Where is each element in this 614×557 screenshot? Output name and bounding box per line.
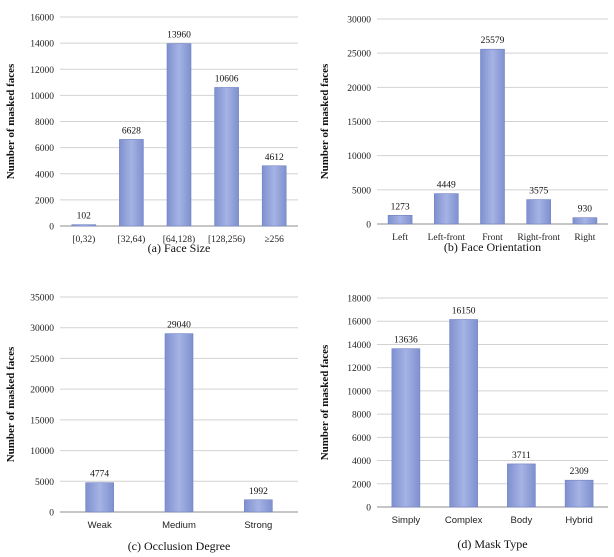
y-tick-label: 14000 — [30, 40, 54, 50]
bar-0 — [71, 224, 97, 227]
x-tick-label: Right-front — [517, 232, 560, 243]
x-tick-label: [0,32) — [72, 234, 95, 245]
y-tick-label: 5000 — [35, 478, 54, 488]
y-tick-label: 12000 — [30, 66, 54, 76]
y-tick-label: 0 — [49, 223, 54, 233]
data-label: 4612 — [265, 153, 284, 163]
data-label: 6628 — [122, 126, 141, 136]
y-tick-label: 6000 — [352, 434, 371, 444]
bar-1 — [164, 333, 194, 513]
data-label: 4449 — [437, 181, 456, 191]
x-tick-label: Left — [392, 232, 408, 243]
data-label: 25579 — [481, 36, 505, 46]
x-tick-label: Strong — [244, 520, 272, 531]
y-tick-label: 30000 — [30, 324, 54, 334]
bar-2 — [244, 499, 273, 513]
data-label: 930 — [578, 205, 593, 215]
x-tick-label: [64,128) — [163, 234, 195, 245]
y-tick-label: 10000 — [30, 92, 54, 102]
bar-4 — [572, 217, 598, 225]
y-tick-label: 0 — [366, 504, 371, 514]
y-tick-label: 15000 — [30, 416, 54, 426]
y-tick-label: 30000 — [347, 16, 371, 26]
bar-1 — [449, 319, 478, 508]
y-tick-label: 2000 — [35, 196, 54, 206]
y-axis-title: Number of masked faces — [319, 344, 331, 460]
y-axis-title: Number of masked faces — [319, 63, 331, 179]
x-tick-label: Weak — [88, 520, 112, 531]
data-label: 2309 — [570, 467, 589, 477]
data-label: 3575 — [529, 187, 548, 197]
chart-panel-4: 0 2000 4000 6000 8000 10000 12000 14000 16000 180… — [319, 295, 608, 551]
data-label: 1273 — [391, 202, 410, 212]
bar-0 — [391, 348, 421, 508]
data-label: 102 — [77, 212, 92, 222]
y-tick-label: 18000 — [347, 295, 371, 305]
x-tick-label: Right — [574, 233, 595, 243]
x-tick-label: Left-front — [428, 232, 466, 243]
x-tick-label: Body — [511, 515, 533, 526]
panel-caption: (d) Mask Type — [457, 537, 527, 551]
bar-2 — [507, 463, 536, 508]
y-tick-label: 10000 — [30, 447, 54, 457]
y-tick-label: 25000 — [347, 50, 371, 60]
chart-panel-2: 0 5000 10000 15000 20000 25000 30000 1273 Left 44… — [319, 16, 608, 254]
panel-caption: (c) Occlusion Degree — [128, 539, 231, 553]
data-label: 29040 — [167, 321, 191, 331]
x-tick-label: [32,64) — [118, 234, 146, 245]
y-tick-label: 4000 — [352, 457, 371, 467]
y-tick-label: 10000 — [347, 152, 371, 162]
data-label: 13636 — [394, 336, 418, 346]
x-tick-label: Hybrid — [565, 515, 592, 526]
y-tick-label: 20000 — [347, 84, 371, 94]
y-tick-label: 0 — [366, 221, 371, 231]
chart-panel-1: 0 2000 4000 6000 8000 10000 12000 14000 16000 102… — [5, 14, 298, 255]
y-axis-title: Number of masked faces — [5, 346, 17, 462]
data-label: 3711 — [512, 451, 531, 461]
y-tick-label: 5000 — [352, 186, 371, 196]
data-label: 4774 — [90, 470, 109, 480]
bar-3 — [214, 87, 239, 227]
y-tick-label: 8000 — [352, 411, 371, 421]
bar-2 — [480, 48, 505, 225]
bar-4 — [261, 165, 287, 227]
y-axis-title: Number of masked faces — [5, 63, 17, 179]
bar-3 — [564, 479, 594, 508]
data-label: 1992 — [249, 487, 268, 497]
bar-3 — [526, 199, 552, 225]
y-tick-label: 0 — [49, 509, 54, 519]
y-tick-label: 15000 — [347, 118, 371, 128]
y-tick-label: 2000 — [352, 480, 371, 490]
x-tick-label: Simply — [392, 515, 421, 526]
x-tick-label: Front — [482, 233, 503, 243]
y-tick-label: 8000 — [35, 118, 54, 128]
y-tick-label: 4000 — [35, 170, 54, 180]
y-tick-label: 35000 — [30, 294, 54, 304]
y-tick-label: 10000 — [347, 387, 371, 397]
y-tick-label: 6000 — [35, 144, 54, 154]
panel-caption: (a) Face Size — [148, 241, 211, 255]
bar-1 — [433, 193, 459, 225]
data-label: 13960 — [167, 31, 191, 41]
data-label: 10606 — [215, 74, 239, 84]
y-tick-label: 16000 — [30, 14, 54, 24]
y-tick-label: 12000 — [347, 364, 371, 374]
bar-0 — [85, 482, 114, 513]
bar-1 — [119, 139, 144, 227]
x-tick-label: Medium — [162, 520, 196, 531]
panel-caption: (b) Face Orientation — [444, 240, 541, 254]
y-tick-label: 14000 — [347, 341, 371, 351]
x-tick-label: [128,256) — [208, 234, 245, 245]
x-tick-label: Complex — [445, 515, 483, 526]
y-tick-label: 20000 — [30, 386, 54, 396]
y-tick-label: 16000 — [347, 318, 371, 328]
x-tick-label: ≥256 — [264, 235, 284, 245]
y-tick-label: 25000 — [30, 355, 54, 365]
bar-2 — [166, 43, 192, 227]
bar-0 — [387, 215, 413, 225]
chart-panel-3: 0 5000 10000 15000 20000 25000 30000 35000 4774 W… — [5, 294, 298, 553]
data-label: 16150 — [452, 306, 476, 316]
